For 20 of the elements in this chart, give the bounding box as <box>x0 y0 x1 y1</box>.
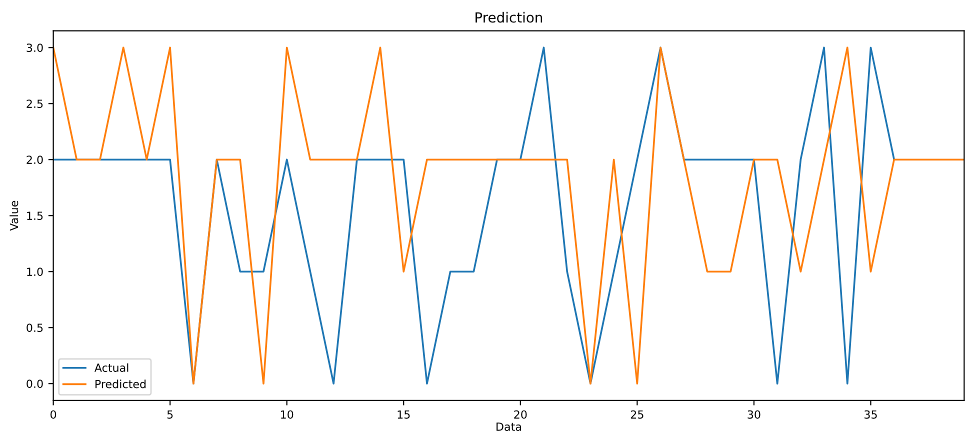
x-tick-label: 5 <box>167 410 173 419</box>
y-tick-label: 2.0 <box>26 156 43 164</box>
chart-title: Prediction <box>476 12 542 23</box>
x-tick-label: 0 <box>50 410 56 419</box>
x-tick-label: 25 <box>630 410 644 419</box>
y-tick-label: 1.5 <box>27 212 43 220</box>
y-tick-label: 3.0 <box>26 44 43 52</box>
x-tick-label: 35 <box>864 410 877 419</box>
y-tick-label: 1.0 <box>27 268 43 276</box>
y-tick-label: 0.5 <box>26 324 43 332</box>
x-axis-title: Data <box>496 422 521 431</box>
x-tick-label: 20 <box>514 410 527 419</box>
y-tick-label: 2.5 <box>26 100 43 108</box>
x-tick-label: 10 <box>281 410 294 419</box>
y-axis-title: Value <box>10 200 18 231</box>
x-tick-label: 15 <box>398 410 410 419</box>
legend-label: Predicted <box>95 380 146 388</box>
legend-label: Actual <box>94 363 128 372</box>
y-tick-label: 0.0 <box>26 380 43 388</box>
x-tick-label: 30 <box>748 410 760 419</box>
